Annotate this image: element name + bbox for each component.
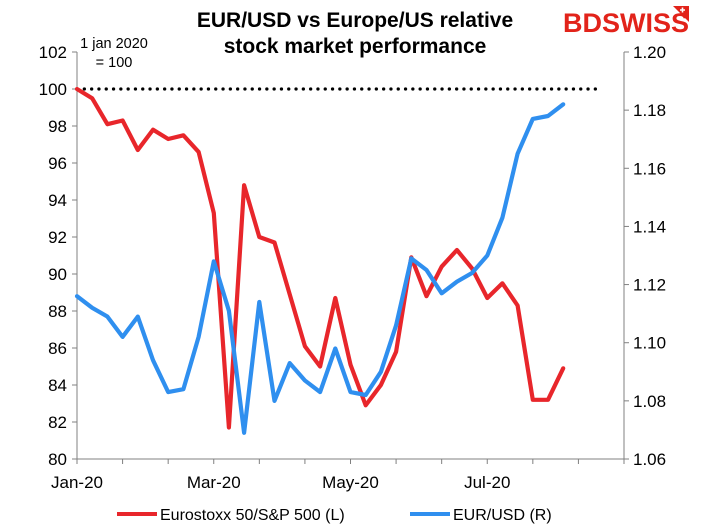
legend-label-eurostoxx: Eurostoxx 50/S&P 500 (L) — [160, 507, 345, 524]
legend: Eurostoxx 50/S&P 500 (L) EUR/USD (R) — [117, 507, 552, 524]
legend-label-eurusd: EUR/USD (R) — [453, 507, 552, 524]
annotation-line-1: 1 jan 2020 — [80, 36, 148, 52]
left-tick-label: 100 — [39, 80, 67, 99]
x-tick-label: May-20 — [322, 473, 379, 492]
annotation: 1 jan 2020 = 100 — [80, 36, 148, 71]
left-tick-label: 102 — [39, 43, 67, 62]
left-tick-label: 92 — [48, 228, 67, 247]
chart-title: EUR/USD vs Europe/US relative stock mark… — [197, 9, 513, 58]
right-tick-label: 1.18 — [633, 101, 666, 120]
left-tick-label: 80 — [48, 450, 67, 469]
left-tick-label: 90 — [48, 265, 67, 284]
right-tick-label: 1.20 — [633, 43, 666, 62]
left-tick-label: 96 — [48, 154, 67, 173]
left-tick-label: 86 — [48, 339, 67, 358]
logo-text: BDSWISS — [563, 8, 689, 38]
series-group — [74, 86, 566, 435]
x-tick-label: Mar-20 — [187, 473, 241, 492]
chart-title-line-2: stock market performance — [224, 35, 487, 58]
left-tick-label: 84 — [48, 376, 67, 395]
chart-title-line-1: EUR/USD vs Europe/US relative — [197, 9, 513, 32]
axes: 80 82 84 86 88 90 92 94 96 98 100 102 1.06 1.08 1.10 1.… — [39, 43, 666, 492]
series-line-eurusd — [74, 102, 566, 435]
series-line-eurostoxx — [74, 86, 566, 430]
x-tick-label: Jan-20 — [51, 473, 103, 492]
right-tick-label: 1.08 — [633, 392, 666, 411]
right-tick-label: 1.10 — [633, 334, 666, 353]
right-tick-label: 1.06 — [633, 450, 666, 469]
left-tick-label: 82 — [48, 413, 67, 432]
right-tick-label: 1.14 — [633, 217, 666, 236]
x-tick-label: Jul-20 — [464, 473, 510, 492]
logo-plus-icon — [680, 7, 685, 13]
left-tick-label: 94 — [48, 191, 67, 210]
left-tick-label: 98 — [48, 117, 67, 136]
left-tick-label: 88 — [48, 302, 67, 321]
right-tick-label: 1.16 — [633, 159, 666, 178]
right-tick-label: 1.12 — [633, 276, 666, 295]
annotation-line-2: = 100 — [96, 55, 133, 71]
bdswiss-logo: BDSWISS — [563, 6, 689, 38]
